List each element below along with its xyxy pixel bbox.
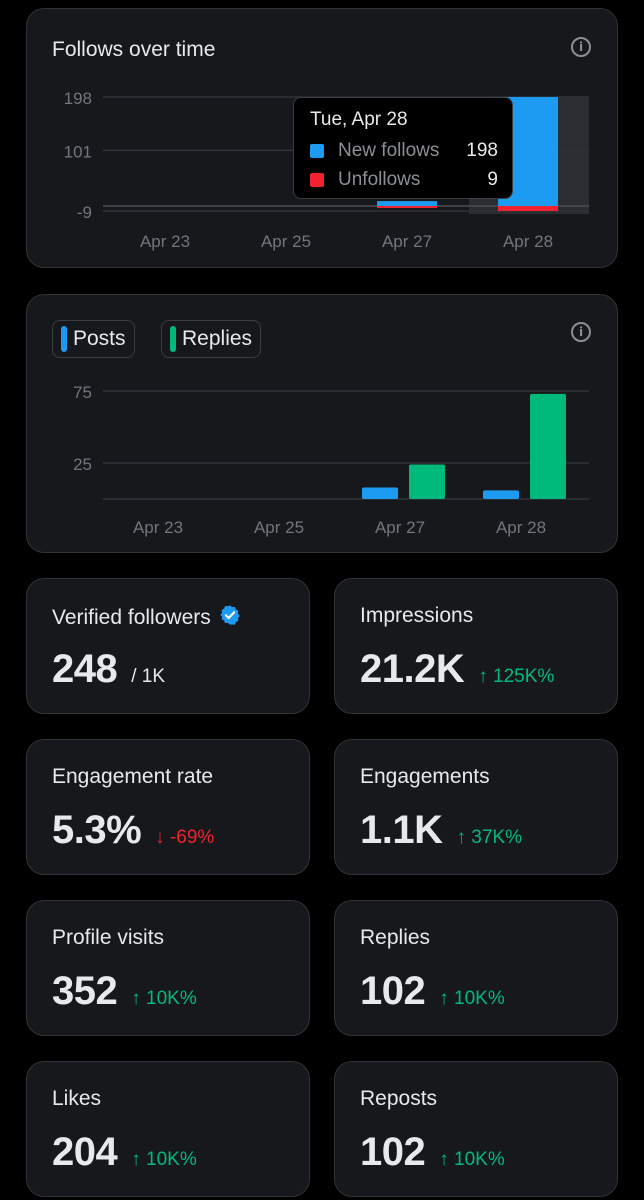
follows-chart-card: Follows over time i 198 101 -9 Apr 23 Apr 2… — [26, 8, 618, 268]
bar-unfollows[interactable] — [498, 206, 558, 211]
stat-change: ↑ 37K% — [456, 827, 522, 848]
stat-label: Likes — [52, 1087, 101, 1111]
info-icon[interactable]: i — [571, 37, 591, 57]
tooltip-date: Tue, Apr 28 — [310, 109, 408, 130]
stat-value-row: 102 ↑ 10K% — [360, 969, 505, 1014]
tooltip-label: New follows — [338, 140, 440, 161]
new-follows-swatch — [310, 144, 324, 158]
bar-new-follows[interactable] — [377, 201, 437, 207]
stat-value-row: 204 ↑ 10K% — [52, 1130, 197, 1175]
stat-sub: / 1K — [131, 666, 166, 687]
stat-label-text: Verified followers — [52, 606, 211, 629]
posts-swatch — [61, 326, 67, 352]
y-tick-label: 101 — [64, 142, 92, 161]
stat-value-row: 248 / 1K — [52, 647, 165, 692]
stat-change: ↑ 10K% — [131, 1149, 197, 1170]
stat-card-profile-visits[interactable]: Profile visits 352 ↑ 10K% — [26, 900, 310, 1036]
bar-posts[interactable] — [483, 490, 519, 499]
y-tick-label: 75 — [73, 383, 92, 402]
y-tick-label: -9 — [77, 203, 92, 222]
x-tick-label: Apr 23 — [140, 232, 190, 251]
follows-tooltip: Tue, Apr 28 New follows 198 Unfollows 9 — [293, 97, 513, 199]
stat-label-text: Engagement rate — [52, 765, 214, 788]
legend-replies[interactable]: Replies — [161, 320, 262, 358]
stat-value-row: 1.1K ↑ 37K% — [360, 808, 522, 853]
stat-label-text: Reposts — [360, 1087, 438, 1110]
stat-label-text: Profile visits — [52, 926, 165, 949]
stat-change: ↑ 10K% — [439, 1149, 505, 1170]
y-tick-label: 198 — [64, 89, 92, 108]
tooltip-label: Unfollows — [338, 169, 421, 190]
stat-change: ↓ -69% — [155, 827, 215, 848]
activity-chart-card: Posts Replies i 75 25 Apr 23 Apr 25 Apr 27 A… — [26, 294, 618, 553]
x-tick-label: Apr 28 — [503, 232, 553, 251]
stat-value-row: 5.3% ↓ -69% — [52, 808, 214, 853]
activity-chart[interactable]: 75 25 Apr 23 Apr 25 Apr 27 Apr 28 — [27, 295, 619, 554]
stat-label: Engagement rate — [52, 765, 213, 789]
stat-value-row: 102 ↑ 10K% — [360, 1130, 505, 1175]
stat-value: 102 — [360, 1130, 426, 1174]
legend-posts[interactable]: Posts — [52, 320, 135, 358]
bar-unfollows[interactable] — [377, 206, 437, 209]
stat-label: Verified followers — [52, 604, 241, 632]
stat-label: Reposts — [360, 1087, 437, 1111]
tooltip-row-unfollows: Unfollows 9 — [310, 169, 498, 193]
tooltip-value: 198 — [466, 140, 498, 161]
stat-label-text: Replies — [360, 926, 431, 949]
stat-value: 5.3% — [52, 808, 142, 852]
verified-badge-icon — [219, 604, 241, 632]
bar-replies[interactable] — [530, 393, 566, 499]
stat-label-text: Engagements — [360, 765, 490, 788]
y-tick-label: 25 — [73, 455, 92, 474]
legend-label: Posts — [73, 327, 126, 350]
stat-label-text: Impressions — [360, 604, 474, 627]
unfollows-swatch — [310, 173, 324, 187]
stat-change: ↑ 10K% — [131, 988, 197, 1009]
stat-value: 21.2K — [360, 647, 465, 691]
stat-value: 204 — [52, 1130, 118, 1174]
stat-label: Impressions — [360, 604, 473, 628]
stat-card-engagement-rate[interactable]: Engagement rate 5.3% ↓ -69% — [26, 739, 310, 875]
stat-card-reposts[interactable]: Reposts 102 ↑ 10K% — [334, 1061, 618, 1197]
stat-label: Replies — [360, 926, 430, 950]
x-tick-label: Apr 25 — [254, 518, 304, 537]
stat-value: 1.1K — [360, 808, 443, 852]
stat-label: Engagements — [360, 765, 490, 789]
stat-card-replies[interactable]: Replies 102 ↑ 10K% — [334, 900, 618, 1036]
stat-label-text: Likes — [52, 1087, 102, 1110]
stat-value-row: 21.2K ↑ 125K% — [360, 647, 554, 692]
x-tick-label: Apr 25 — [261, 232, 311, 251]
x-tick-label: Apr 27 — [375, 518, 425, 537]
stat-value-row: 352 ↑ 10K% — [52, 969, 197, 1014]
x-tick-label: Apr 28 — [496, 518, 546, 537]
stat-card-likes[interactable]: Likes 204 ↑ 10K% — [26, 1061, 310, 1197]
replies-swatch — [170, 326, 176, 352]
stat-value: 352 — [52, 969, 118, 1013]
info-icon[interactable]: i — [571, 322, 591, 342]
follows-chart-title: Follows over time — [52, 38, 216, 61]
stat-card-verified-followers[interactable]: Verified followers 248 / 1K — [26, 578, 310, 714]
x-tick-label: Apr 23 — [133, 518, 183, 537]
stat-card-engagements[interactable]: Engagements 1.1K ↑ 37K% — [334, 739, 618, 875]
stat-value: 248 — [52, 647, 118, 691]
x-tick-label: Apr 27 — [382, 232, 432, 251]
stat-change: ↑ 125K% — [478, 666, 555, 687]
bar-replies[interactable] — [409, 464, 445, 499]
stat-value: 102 — [360, 969, 426, 1013]
tooltip-value: 9 — [487, 169, 498, 190]
stat-label: Profile visits — [52, 926, 164, 950]
bar-posts[interactable] — [362, 487, 398, 499]
legend-label: Replies — [182, 327, 253, 350]
stat-card-impressions[interactable]: Impressions 21.2K ↑ 125K% — [334, 578, 618, 714]
stat-change: ↑ 10K% — [439, 988, 505, 1009]
tooltip-row-new-follows: New follows 198 — [310, 140, 498, 164]
